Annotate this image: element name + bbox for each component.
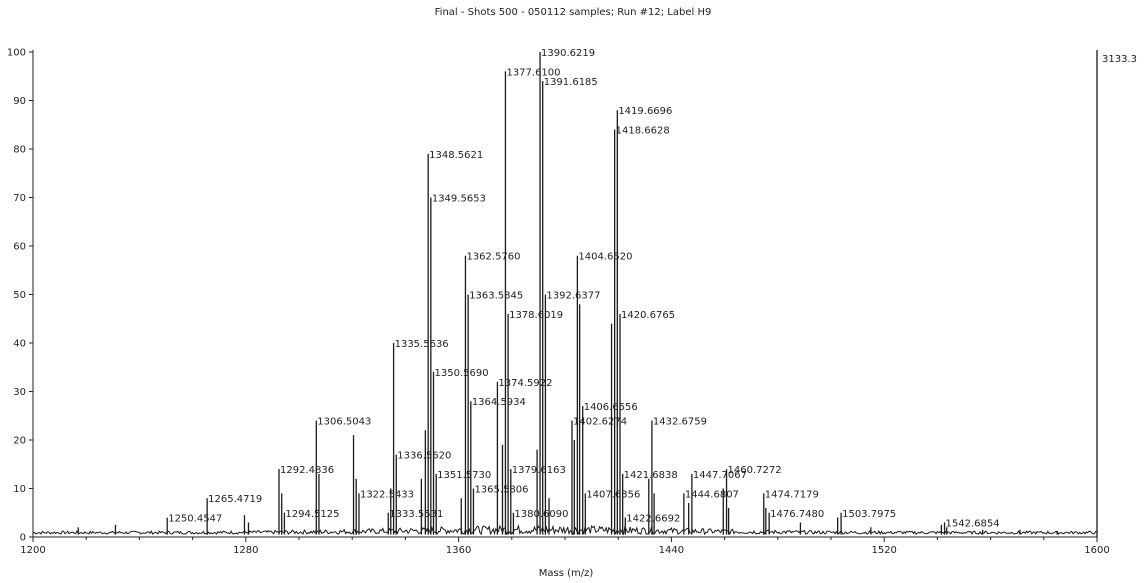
- peaks: [77, 50, 1098, 537]
- peak-label: 1380.6090: [514, 509, 568, 520]
- peak-label: 1374.5922: [498, 378, 552, 389]
- peak-label: 1265.4719: [208, 494, 262, 505]
- peak-label: 1503.7975: [842, 509, 896, 520]
- peak-label: 1377.6100: [506, 67, 560, 78]
- peak-label: 1306.5043: [317, 417, 371, 428]
- y-tick-label: 0: [20, 533, 26, 544]
- peak-label: 1392.6377: [546, 291, 600, 302]
- x-tick-label: 1600: [1084, 545, 1109, 556]
- peak-label: 1391.6185: [544, 77, 598, 88]
- peak-label: 1407.6356: [586, 489, 640, 500]
- peak-label: 1404.6520: [578, 252, 632, 263]
- peak-label: 1379.6163: [512, 465, 566, 476]
- max-intensity-label: 3133.3: [1102, 54, 1137, 65]
- peak-label: 1542.6854: [946, 518, 1000, 529]
- axes: 0 10 20 30 40 50 60 70 80 90 100 1200 1280 1360 1440 15…: [7, 48, 1110, 557]
- peak-label: 1250.4547: [168, 514, 222, 525]
- y-tick-label: 40: [13, 339, 26, 350]
- x-tick-label: 1520: [871, 545, 896, 556]
- chart-title: Final - Shots 500 - 050112 samples; Run …: [435, 7, 712, 18]
- peak-label: 1378.6019: [509, 310, 563, 321]
- peak-label: 1444.6807: [685, 489, 739, 500]
- peak-label: 1365.5806: [474, 485, 528, 496]
- peak-label: 1294.5125: [285, 509, 339, 520]
- peak-label: 1419.6696: [618, 106, 672, 117]
- peak-labels: 1250.4547 1265.4719 1292.4836 1294.5125 1306…: [168, 48, 999, 529]
- peak-label: 1476.7480: [770, 509, 824, 520]
- x-tick-label: 1280: [233, 545, 258, 556]
- peak-label: 1322.5433: [360, 489, 414, 500]
- peak-label: 1350.5690: [435, 368, 489, 379]
- peak-label: 1363.5845: [469, 291, 523, 302]
- peak-label: 1336.5620: [397, 451, 451, 462]
- noise-baseline: [32, 524, 1098, 536]
- peak-label: 1422.6692: [626, 514, 680, 525]
- peak-label: 1447.7067: [693, 470, 747, 481]
- peak-label: 1474.7179: [765, 489, 819, 500]
- peak-label: 1432.6759: [653, 417, 707, 428]
- y-tick-label: 20: [13, 436, 26, 447]
- baseline-trace: [32, 524, 1098, 536]
- peak-label: 1333.5531: [389, 509, 443, 520]
- x-tick-label: 1200: [20, 545, 45, 556]
- peak-label: 1362.5760: [466, 252, 520, 263]
- peak-label: 1292.4836: [280, 465, 334, 476]
- peak-label: 1335.5636: [395, 339, 449, 350]
- y-tick-label: 80: [13, 145, 26, 156]
- peak-label: 1390.6219: [541, 48, 595, 59]
- peak-label: 1348.5621: [429, 150, 483, 161]
- y-tick-label: 50: [13, 290, 26, 301]
- peak-label: 1406.6556: [584, 402, 638, 413]
- x-tick-label: 1440: [659, 545, 684, 556]
- peak-label: 1402.6274: [573, 417, 627, 428]
- y-tick-label: 30: [13, 387, 26, 398]
- y-tick-label: 100: [7, 48, 26, 59]
- y-tick-label: 10: [13, 484, 26, 495]
- x-axis-title: Mass (m/z): [539, 568, 594, 579]
- peak-label: 1349.5653: [432, 194, 486, 205]
- y-tick-label: 70: [13, 193, 26, 204]
- peak-label: 1351.5730: [437, 470, 491, 481]
- y-tick-label: 90: [13, 96, 26, 107]
- peak-label: 1421.6838: [624, 470, 678, 481]
- peak-label: 1420.6765: [621, 310, 675, 321]
- peak-label: 1418.6628: [616, 126, 670, 137]
- y-tick-label: 60: [13, 242, 26, 253]
- peak-label: 1460.7272: [728, 465, 782, 476]
- peak-label: 1364.5934: [472, 397, 526, 408]
- x-tick-label: 1360: [446, 545, 471, 556]
